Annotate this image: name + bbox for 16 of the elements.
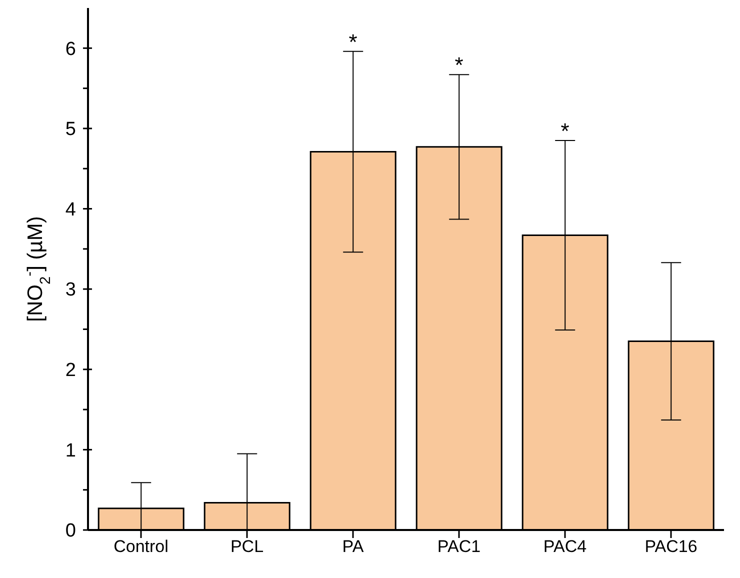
y-tick-label: 6 <box>65 38 76 60</box>
x-tick-label: PAC1 <box>437 537 481 556</box>
y-tick-label: 4 <box>65 199 76 220</box>
annotation: * <box>454 52 464 78</box>
annotation: * <box>560 118 570 144</box>
y-tick-label: 0 <box>65 520 76 542</box>
x-tick-label: PCL <box>230 537 264 556</box>
annotation: * <box>348 29 358 54</box>
y-tick-label: 1 <box>65 440 76 462</box>
x-tick-label: Control <box>114 537 168 556</box>
y-tick-label: 2 <box>65 360 76 382</box>
x-tick-label: PAC16 <box>644 537 698 556</box>
y-tick-label: 5 <box>65 119 76 140</box>
y-tick-label: 3 <box>65 280 76 301</box>
x-tick-label: PAC4 <box>543 537 587 556</box>
x-tick-label: PA <box>342 537 364 556</box>
